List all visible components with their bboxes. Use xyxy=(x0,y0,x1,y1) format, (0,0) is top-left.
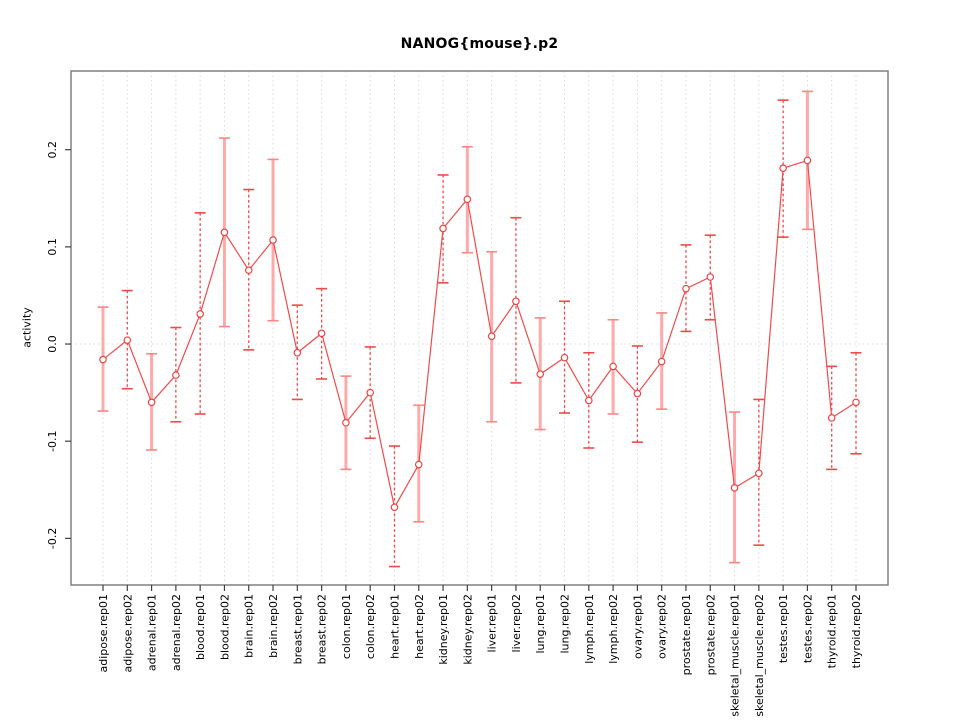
y-tick-label: 0.1 xyxy=(46,238,59,256)
data-point xyxy=(439,224,447,233)
x-tick-label: liver.rep01 xyxy=(486,594,499,652)
data-point xyxy=(244,266,253,274)
data-point xyxy=(633,389,642,398)
x-tick-label: adrenal.rep01 xyxy=(146,594,159,671)
data-point xyxy=(585,396,593,405)
x-tick-label: skeletal_muscle.rep01 xyxy=(729,594,742,717)
data-point xyxy=(196,310,204,318)
chart-title: NANOG{mouse}.p2 xyxy=(400,36,559,52)
data-point xyxy=(560,353,569,362)
data-point xyxy=(827,414,836,422)
data-point xyxy=(779,164,787,172)
x-tick-label: adrenal.rep02 xyxy=(170,594,183,671)
data-point xyxy=(706,273,715,281)
x-tick-label: adipose.rep02 xyxy=(121,594,134,673)
x-tick-label: brain.rep01 xyxy=(243,594,256,658)
data-point xyxy=(317,329,326,338)
data-point xyxy=(414,460,423,469)
data-point xyxy=(293,348,302,357)
x-tick-label: thyroid.rep01 xyxy=(826,594,839,668)
data-point xyxy=(852,398,860,407)
series-line xyxy=(102,159,857,509)
x-tick-label: lymph.rep01 xyxy=(583,594,596,664)
x-tick-label: lymph.rep02 xyxy=(607,594,620,664)
data-point xyxy=(342,418,350,427)
data-point xyxy=(803,156,812,165)
x-tick-label: ovary.rep01 xyxy=(631,594,644,659)
x-tick-label: liver.rep02 xyxy=(510,594,523,652)
x-tick-label: heart.rep01 xyxy=(388,594,401,659)
x-tick-label: colon.rep01 xyxy=(340,594,353,659)
y-tick-label: 0.2 xyxy=(46,141,59,159)
data-point xyxy=(755,469,763,478)
x-tick-label: lung.rep01 xyxy=(534,594,547,654)
plot-frame xyxy=(70,70,889,586)
data-point xyxy=(487,332,496,341)
data-point xyxy=(512,297,520,306)
data-point xyxy=(730,484,739,492)
y-tick-label: -0.2 xyxy=(46,528,59,549)
x-tick-label: blood.rep02 xyxy=(218,594,231,660)
data-point xyxy=(682,284,690,293)
data-point xyxy=(172,371,180,379)
data-point xyxy=(609,362,617,371)
x-tick-label: colon.rep02 xyxy=(364,594,377,659)
data-point xyxy=(390,503,399,512)
x-tick-label: blood.rep01 xyxy=(194,594,207,660)
x-tick-label: breast.rep02 xyxy=(316,594,329,664)
data-point xyxy=(220,228,229,237)
x-tick-label: prostate.rep02 xyxy=(704,594,717,675)
data-point xyxy=(536,370,545,378)
data-point xyxy=(123,336,132,344)
x-tick-label: heart.rep02 xyxy=(413,594,426,659)
x-tick-label: brain.rep02 xyxy=(267,594,280,658)
x-tick-label: testes.rep02 xyxy=(801,594,814,663)
y-tick-label: 0.0 xyxy=(46,335,59,353)
x-tick-label: adipose.rep01 xyxy=(97,594,110,673)
data-point xyxy=(99,355,107,364)
x-tick-label: kidney.rep01 xyxy=(437,594,450,665)
data-point xyxy=(269,236,277,244)
x-tick-label: ovary.rep02 xyxy=(656,594,669,659)
x-tick-label: thyroid.rep02 xyxy=(850,594,863,668)
x-tick-label: skeletal_muscle.rep02 xyxy=(753,594,766,717)
y-tick-label: -0.1 xyxy=(46,430,59,451)
data-point xyxy=(366,388,374,397)
x-tick-label: breast.rep01 xyxy=(291,594,304,664)
data-point xyxy=(657,357,666,366)
x-tick-label: kidney.rep02 xyxy=(461,594,474,665)
x-tick-label: prostate.rep01 xyxy=(680,594,693,675)
data-point xyxy=(463,195,472,204)
data-point xyxy=(147,398,156,407)
x-tick-label: testes.rep01 xyxy=(777,594,790,663)
x-tick-label: lung.rep02 xyxy=(559,594,572,654)
